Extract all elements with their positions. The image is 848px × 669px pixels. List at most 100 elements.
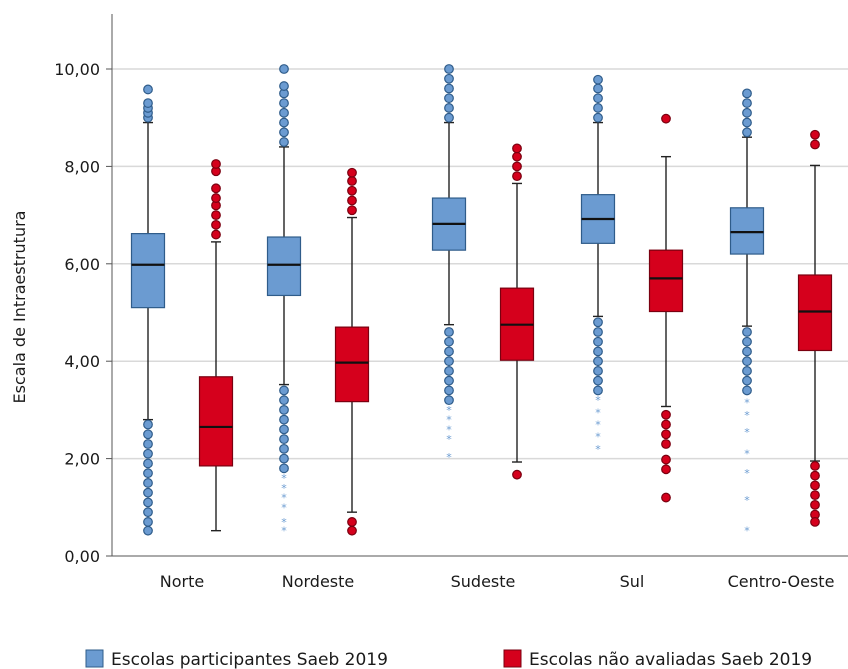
outlier-point — [347, 185, 357, 196]
legend-label-participantes: Escolas participantes Saeb 2019 — [111, 650, 388, 669]
outlier-point — [211, 183, 221, 194]
extreme-outlier-star: * — [281, 501, 287, 514]
outlier-point — [347, 205, 357, 216]
outlier-point — [211, 193, 221, 203]
outlier-point — [742, 98, 752, 108]
extreme-outlier-star: * — [281, 525, 287, 538]
x-tick-label: Sudeste — [451, 572, 516, 591]
outlier-point — [444, 385, 454, 396]
outlier-point — [593, 103, 603, 113]
outlier-point — [143, 429, 153, 440]
outlier-point — [279, 98, 289, 108]
outlier-point — [593, 385, 603, 396]
outlier-point — [593, 327, 603, 337]
outlier-point — [810, 499, 820, 510]
outlier-point — [444, 375, 454, 386]
outlier-point — [810, 470, 820, 481]
extreme-outlier-star: * — [281, 516, 287, 529]
extreme-outlier-star: * — [446, 423, 452, 436]
outlier-point — [279, 385, 289, 396]
box-nao-avaliadas-norte — [198, 159, 234, 532]
extreme-outlier-star: * — [281, 472, 287, 485]
outlier-point — [143, 468, 153, 479]
legend-swatch-nao-avaliadas — [503, 649, 522, 668]
y-axis-title: Escala de Intraestrutura — [10, 211, 29, 404]
outlier-point — [211, 229, 221, 240]
outlier-point — [143, 525, 153, 536]
outlier-point — [279, 405, 289, 415]
outlier-point — [742, 356, 752, 367]
box-iqr — [797, 274, 833, 352]
outlier-point — [347, 517, 357, 527]
box-iqr — [648, 249, 684, 313]
outlier-point — [279, 414, 289, 425]
box-nao-avaliadas-nordeste — [334, 167, 370, 536]
outlier-point — [593, 336, 603, 347]
outlier-point — [512, 171, 522, 182]
outlier-point — [279, 424, 289, 435]
outlier-point — [661, 113, 671, 124]
extreme-outlier-star: * — [446, 404, 452, 417]
box-iqr — [334, 326, 370, 403]
outlier-point — [143, 458, 153, 469]
outlier-point — [279, 107, 289, 118]
extreme-outlier-star: * — [744, 467, 750, 480]
outlier-point — [279, 443, 289, 454]
x-tick-label: Centro-Oeste — [728, 572, 835, 591]
outlier-point — [742, 366, 752, 376]
outlier-point — [593, 83, 603, 94]
outlier-point — [279, 137, 289, 147]
outlier-point — [143, 507, 153, 518]
outlier-point — [742, 346, 752, 357]
outlier-point — [143, 98, 153, 108]
box-participantes-nordeste: ****** — [266, 64, 302, 538]
outlier-point — [279, 434, 289, 445]
outlier-point — [444, 356, 454, 367]
x-tick-label: Sul — [620, 572, 645, 591]
outlier-point — [661, 464, 671, 475]
box-participantes-sul: ***** — [580, 74, 616, 456]
outlier-point — [444, 83, 454, 94]
outlier-point — [143, 487, 153, 498]
box-nao-avaliadas-centro-oeste — [797, 129, 833, 527]
outlier-point — [742, 336, 752, 347]
outlier-point — [742, 88, 752, 99]
outlier-point — [444, 395, 454, 406]
extreme-outlier-star: * — [446, 433, 452, 446]
outlier-point — [347, 195, 357, 206]
box-nao-avaliadas-sul — [648, 113, 684, 503]
outlier-point — [810, 480, 820, 491]
outlier-point — [593, 93, 603, 104]
outlier-point — [593, 112, 603, 123]
outlier-point — [444, 73, 454, 84]
outlier-point — [143, 439, 153, 449]
outlier-point — [810, 461, 820, 471]
extreme-outlier-star: * — [595, 431, 601, 444]
extreme-outlier-star: * — [744, 448, 750, 461]
outlier-point — [444, 103, 454, 113]
outlier-point — [593, 366, 603, 376]
outlier-point — [512, 143, 522, 154]
extreme-outlier-star: * — [744, 525, 750, 538]
extreme-outlier-star: * — [281, 492, 287, 505]
x-tick-label: Nordeste — [282, 572, 355, 591]
outlier-point — [810, 490, 820, 501]
box-nao-avaliadas-sudeste — [499, 143, 535, 480]
extreme-outlier-star: * — [595, 406, 601, 419]
legend-swatch-participantes — [85, 649, 104, 668]
outlier-point — [143, 419, 153, 430]
outlier-point — [444, 346, 454, 357]
outlier-point — [211, 210, 221, 221]
box-series: *********************** — [130, 64, 833, 538]
outlier-point — [593, 317, 603, 328]
outlier-point — [661, 454, 671, 465]
y-tick-label: 8,00 — [64, 157, 100, 176]
extreme-outlier-star: * — [446, 414, 452, 427]
outlier-point — [742, 107, 752, 118]
outlier-point — [512, 161, 522, 172]
box-participantes-centro-oeste: ******* — [729, 88, 765, 538]
outlier-point — [143, 448, 153, 459]
outlier-point — [444, 327, 454, 337]
outlier-point — [661, 439, 671, 449]
outlier-point — [742, 385, 752, 396]
